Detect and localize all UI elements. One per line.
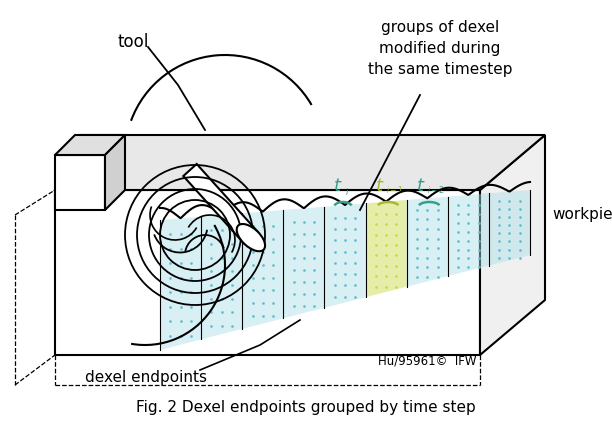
Polygon shape [406, 197, 448, 287]
Text: $t$: $t$ [375, 177, 384, 195]
Text: $t$: $t$ [416, 177, 425, 195]
Polygon shape [184, 164, 258, 244]
Polygon shape [105, 135, 125, 210]
Polygon shape [489, 190, 530, 265]
Polygon shape [55, 155, 105, 210]
Polygon shape [160, 217, 201, 350]
Polygon shape [448, 193, 489, 276]
Polygon shape [55, 135, 545, 190]
Polygon shape [55, 135, 125, 155]
Text: dexel endpoints: dexel endpoints [85, 370, 207, 385]
Polygon shape [242, 210, 283, 329]
Text: Hu/95961©  IFW: Hu/95961© IFW [378, 355, 476, 368]
Text: tool: tool [118, 33, 149, 51]
Polygon shape [283, 207, 324, 318]
Ellipse shape [237, 224, 265, 251]
Text: $t$: $t$ [334, 177, 343, 195]
Polygon shape [55, 190, 480, 355]
Text: $_{i-2}$: $_{i-2}$ [427, 184, 445, 197]
Text: workpiece: workpiece [552, 207, 612, 222]
Polygon shape [201, 213, 242, 340]
Text: $_i$: $_i$ [345, 184, 349, 197]
Polygon shape [324, 203, 365, 308]
Text: $_{i-1}$: $_{i-1}$ [386, 184, 404, 197]
Polygon shape [365, 200, 406, 297]
Text: groups of dexel
modified during
the same timestep: groups of dexel modified during the same… [368, 20, 512, 77]
Text: Fig. 2 Dexel endpoints grouped by time step: Fig. 2 Dexel endpoints grouped by time s… [136, 400, 476, 415]
Polygon shape [480, 135, 545, 355]
